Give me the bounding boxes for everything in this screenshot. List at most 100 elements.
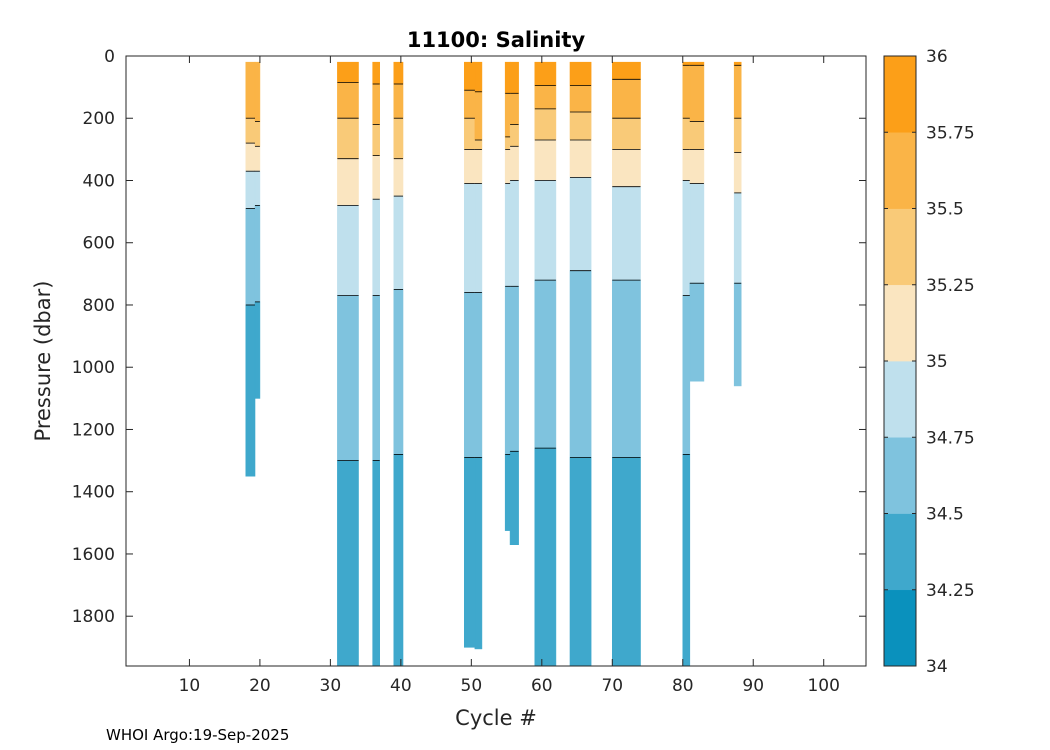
- profile-12-band-6: [682, 454, 691, 667]
- profile-9-band-1: [534, 85, 557, 110]
- y-tick-label: 1600: [72, 545, 115, 565]
- profile-9-band-4: [534, 180, 557, 281]
- profile-3-band-6: [372, 460, 381, 667]
- x-tick-label: 90: [742, 676, 764, 696]
- y-tick-label: 1200: [72, 420, 115, 440]
- colorbar-segment: [883, 513, 917, 591]
- profile-1-band-3: [254, 170, 261, 206]
- profile-5-band-3: [463, 149, 476, 184]
- profile-3-band-1: [372, 83, 381, 125]
- profile-3-band-0: [372, 61, 381, 85]
- profile-6-band-1: [474, 91, 483, 141]
- colorbar-segment: [883, 55, 917, 133]
- profile-4-band-3: [393, 158, 404, 197]
- profile-0-band-4: [245, 208, 256, 306]
- profile-6-band-2: [474, 139, 483, 150]
- profile-5-band-0: [463, 61, 476, 91]
- profile-3-band-2: [372, 124, 381, 156]
- profile-7-band-1: [504, 93, 511, 138]
- profile-0-band-1: [245, 117, 256, 144]
- profile-13-band-1: [689, 65, 705, 122]
- y-tick-label: 600: [83, 234, 115, 254]
- profile-1-band-2: [254, 146, 261, 172]
- profile-3-band-5: [372, 295, 381, 461]
- profile-5-band-2: [463, 117, 476, 150]
- profile-9-band-0: [534, 61, 557, 86]
- profile-12-band-2: [682, 117, 691, 150]
- profile-11-band-3: [611, 149, 641, 187]
- x-axis: 10 20 30 40 50 60 70 80 90 100: [179, 56, 840, 696]
- y-axis: 0 200 400 600 800 1000 1200 1400 1600 1800: [72, 47, 866, 627]
- profile-14-band-0: [733, 61, 742, 66]
- profile-0-band-2: [245, 142, 256, 172]
- y-tick-label: 400: [83, 171, 115, 191]
- colorbar-segment: [883, 132, 917, 209]
- profile-0-band-5: [245, 304, 256, 477]
- colorbar-segment: [883, 589, 917, 667]
- profile-6-band-4: [474, 183, 483, 293]
- profile-2-band-0: [337, 61, 359, 83]
- profile-11-band-6: [611, 457, 641, 667]
- chart-title: 11100: Salinity: [407, 28, 586, 52]
- x-tick-label: 80: [672, 676, 694, 696]
- plot-frame: [125, 55, 867, 667]
- profile-7-band-3: [504, 149, 511, 184]
- profile-14-band-5: [733, 282, 742, 387]
- x-tick-label: 60: [531, 676, 553, 696]
- x-tick-label: 10: [179, 676, 201, 696]
- y-tick-label: 1800: [72, 607, 115, 627]
- colorbar-tick-label: 35.25: [926, 276, 975, 296]
- profile-1-band-4: [254, 205, 261, 303]
- footer-label: WHOI Argo:19-Sep-2025: [106, 726, 289, 744]
- profile-8-band-0: [509, 61, 519, 94]
- profile-7-band-6: [504, 454, 511, 531]
- colorbar-tick-label: 35.5: [926, 200, 964, 220]
- y-tick-label: 800: [83, 296, 115, 316]
- profile-4-band-4: [393, 195, 404, 290]
- profile-13-band-0: [689, 61, 705, 66]
- profile-14-band-4: [733, 192, 742, 284]
- profile-7-band-5: [504, 285, 511, 455]
- y-tick-label: 200: [83, 109, 115, 129]
- profile-12-band-0: [682, 61, 691, 66]
- x-tick-label: 100: [807, 676, 839, 696]
- profile-4-band-6: [393, 454, 404, 667]
- colorbar-tick-label: 34: [926, 657, 948, 677]
- profile-2-band-6: [337, 460, 359, 667]
- profile-1-band-1: [254, 121, 261, 147]
- profile-6-band-0: [474, 61, 483, 93]
- colorbar-segment: [883, 360, 917, 438]
- profile-12-band-3: [682, 149, 691, 181]
- profile-8-band-2: [509, 124, 519, 147]
- colorbar-tick-label: 36: [926, 47, 948, 67]
- y-tick-label: 0: [104, 47, 115, 67]
- profile-5-band-6: [463, 457, 476, 648]
- profile-2-band-3: [337, 158, 359, 206]
- colorbar-tick-label: 34.5: [926, 505, 964, 525]
- profile-0-band-3: [245, 170, 256, 209]
- profile-2-band-1: [337, 82, 359, 119]
- profile-2-band-5: [337, 295, 359, 461]
- colorbar-segment: [883, 284, 917, 362]
- profile-0-band-0: [245, 61, 256, 119]
- profile-4-band-2: [393, 117, 404, 159]
- profile-10-band-0: [569, 61, 592, 86]
- colorbar-tick-label: 35.75: [926, 123, 975, 143]
- profile-8-band-6: [509, 450, 519, 545]
- profile-9-band-2: [534, 108, 557, 141]
- profile-7-band-0: [504, 61, 511, 94]
- profile-2-band-4: [337, 205, 359, 296]
- profile-10-band-2: [569, 111, 592, 141]
- profile-4-band-0: [393, 61, 404, 85]
- profile-1-band-0: [254, 61, 261, 122]
- profile-7-band-2: [504, 136, 511, 150]
- profile-10-band-3: [569, 139, 592, 178]
- colorbar-tick-label: 35: [926, 352, 948, 372]
- profile-14-band-2: [733, 117, 742, 153]
- colorbar-tick-label: 34.25: [926, 581, 975, 601]
- profile-9-band-6: [534, 447, 557, 667]
- x-tick-label: 30: [320, 676, 342, 696]
- profile-8-band-3: [509, 146, 519, 181]
